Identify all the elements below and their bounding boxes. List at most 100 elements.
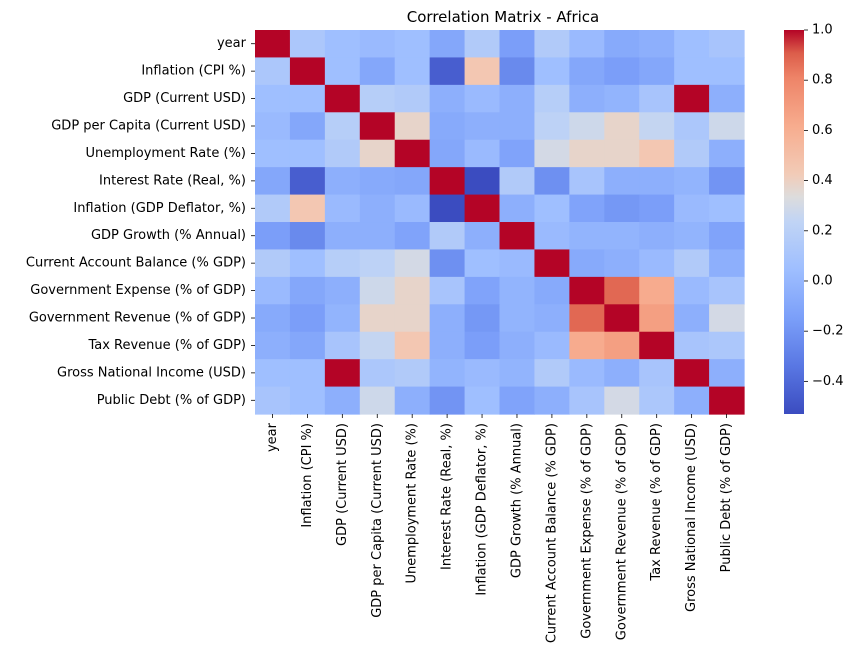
heatmap-cell bbox=[604, 30, 640, 59]
heatmap-cell bbox=[569, 304, 605, 333]
heatmap-cell bbox=[324, 30, 361, 59]
heatmap-cell bbox=[289, 84, 326, 113]
x-tick-label: Public Debt (% of GDP) bbox=[719, 423, 734, 572]
heatmap-cell bbox=[569, 57, 605, 86]
y-tick-label: Gross National Income (USD) bbox=[57, 365, 246, 380]
heatmap-cell bbox=[709, 331, 745, 360]
heatmap-cell bbox=[255, 359, 291, 388]
heatmap-cell bbox=[639, 194, 675, 223]
heatmap-cell bbox=[569, 139, 605, 168]
heatmap-cell bbox=[604, 359, 640, 388]
x-tick-label: Current Account Balance (% GDP) bbox=[544, 423, 559, 643]
heatmap-cell bbox=[709, 194, 745, 223]
heatmap-cell bbox=[289, 276, 326, 305]
heatmap-cell bbox=[255, 194, 291, 223]
heatmap-cell bbox=[429, 304, 466, 333]
heatmap-cell bbox=[464, 139, 501, 168]
heatmap-cell bbox=[639, 139, 675, 168]
heatmap-cell bbox=[569, 167, 605, 196]
heatmap-cell bbox=[359, 30, 396, 59]
x-tick-label: GDP Growth (% Annual) bbox=[509, 423, 524, 578]
heatmap-cell bbox=[604, 331, 640, 360]
heatmap-cell bbox=[255, 331, 291, 360]
heatmap-cell bbox=[359, 222, 396, 251]
heatmap-cell bbox=[639, 276, 675, 305]
heatmap-cell bbox=[534, 57, 570, 86]
heatmap-cell bbox=[709, 139, 745, 168]
heatmap-cell bbox=[499, 167, 536, 196]
heatmap-cell bbox=[534, 386, 570, 415]
heatmap-cell bbox=[289, 139, 326, 168]
heatmap-cell bbox=[255, 222, 291, 251]
heatmap-cell bbox=[499, 30, 536, 59]
heatmap-cell bbox=[674, 386, 710, 415]
heatmap-cell bbox=[429, 194, 466, 223]
heatmap-cell bbox=[534, 304, 570, 333]
y-tick-label: Government Revenue (% of GDP) bbox=[29, 311, 246, 326]
y-tick-label: Current Account Balance (% GDP) bbox=[26, 256, 246, 271]
heatmap-cell bbox=[359, 304, 396, 333]
heatmap-cell bbox=[289, 57, 326, 86]
y-axis-labels: year Inflation (CPI %) GDP (Current USD) GD… bbox=[26, 36, 255, 408]
heatmap-cell bbox=[255, 276, 291, 305]
heatmap-cell bbox=[569, 359, 605, 388]
heatmap-cell bbox=[464, 386, 501, 415]
y-tick-label: Government Expense (% of GDP) bbox=[30, 283, 246, 298]
y-tick-label: Unemployment Rate (%) bbox=[86, 146, 247, 161]
heatmap-cell bbox=[534, 249, 570, 278]
heatmap-cell bbox=[499, 57, 536, 86]
heatmap-cell bbox=[359, 194, 396, 223]
x-tick-label: Government Expense (% of GDP) bbox=[579, 423, 594, 639]
heatmap-cell bbox=[674, 84, 710, 113]
heatmap-cell bbox=[709, 359, 745, 388]
heatmap-cell bbox=[674, 139, 710, 168]
heatmap-cell bbox=[604, 57, 640, 86]
heatmap-cell bbox=[709, 249, 745, 278]
heatmap-cell bbox=[394, 304, 431, 333]
heatmap-cell bbox=[709, 167, 745, 196]
heatmap-cell bbox=[534, 30, 570, 59]
heatmap-cell bbox=[604, 139, 640, 168]
heatmap-cell bbox=[289, 194, 326, 223]
heatmap-cell bbox=[359, 84, 396, 113]
heatmap-cell bbox=[324, 359, 361, 388]
heatmap-cell bbox=[464, 30, 501, 59]
heatmap-cell bbox=[289, 167, 326, 196]
y-tick-label: GDP per Capita (Current USD) bbox=[51, 119, 246, 134]
heatmap-cell bbox=[569, 249, 605, 278]
x-tick-label: GDP per Capita (Current USD) bbox=[370, 423, 385, 618]
heatmap-cell bbox=[674, 276, 710, 305]
heatmap-cell bbox=[359, 276, 396, 305]
heatmap-cell bbox=[289, 30, 326, 59]
heatmap-cell bbox=[709, 276, 745, 305]
y-tick-label: year bbox=[217, 36, 247, 51]
heatmap-cell bbox=[674, 112, 710, 141]
heatmap-cell bbox=[709, 386, 745, 415]
heatmap-cell bbox=[324, 139, 361, 168]
heatmap-cell bbox=[289, 222, 326, 251]
heatmap-cell bbox=[674, 167, 710, 196]
heatmap-cell bbox=[289, 112, 326, 141]
heatmap-cell bbox=[569, 222, 605, 251]
colorbar-tick-label: 1.0 bbox=[812, 23, 833, 38]
heatmap-cell bbox=[255, 112, 291, 141]
heatmap-cell bbox=[499, 249, 536, 278]
x-tick-label: Tax Revenue (% of GDP) bbox=[649, 423, 664, 582]
heatmap-cell bbox=[499, 359, 536, 388]
heatmap-cell bbox=[289, 249, 326, 278]
heatmap-cell bbox=[569, 84, 605, 113]
x-tick-label: Unemployment Rate (%) bbox=[405, 423, 420, 584]
heatmap-cell bbox=[499, 331, 536, 360]
heatmap-cell bbox=[255, 249, 291, 278]
heatmap-cell bbox=[324, 57, 361, 86]
heatmap-cell bbox=[709, 57, 745, 86]
heatmap-cell bbox=[674, 222, 710, 251]
heatmap-cell bbox=[429, 331, 466, 360]
heatmap-cell bbox=[569, 331, 605, 360]
x-tick-label: Inflation (GDP Deflator, %) bbox=[475, 423, 490, 596]
heatmap-cell bbox=[534, 331, 570, 360]
colorbar-tick-label: −0.4 bbox=[812, 374, 844, 389]
heatmap-cell bbox=[255, 386, 291, 415]
heatmap-cell bbox=[604, 167, 640, 196]
colorbar-tick-label: 0.8 bbox=[812, 73, 833, 88]
